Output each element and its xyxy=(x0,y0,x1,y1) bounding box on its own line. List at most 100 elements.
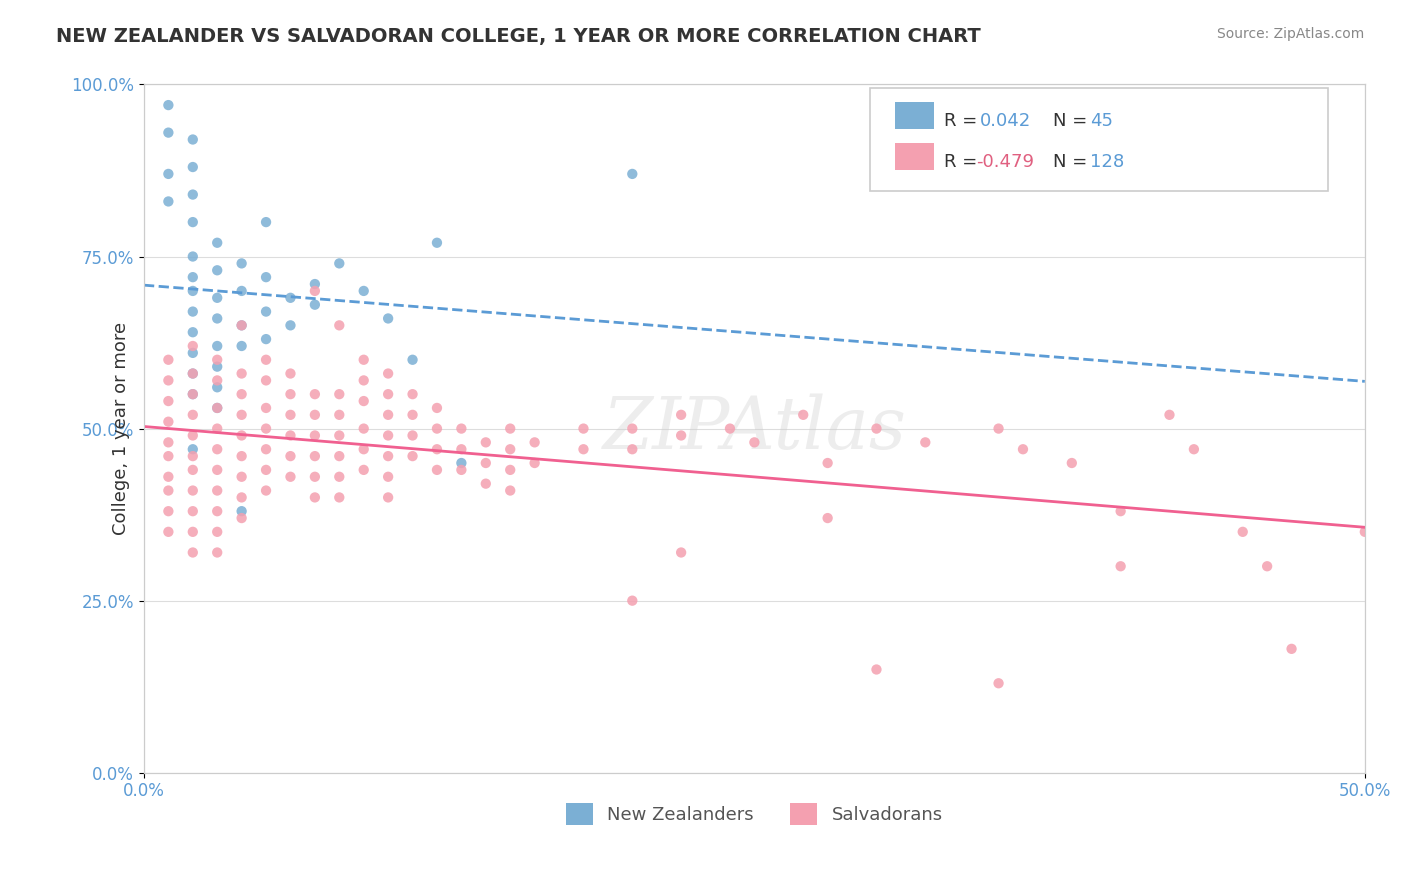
Point xyxy=(157,483,180,498)
Point xyxy=(157,394,180,409)
Point xyxy=(328,408,350,422)
Point xyxy=(1182,442,1205,457)
Point xyxy=(181,215,204,229)
Point xyxy=(377,449,399,463)
Point xyxy=(231,428,253,442)
Point xyxy=(499,483,522,498)
Text: 45: 45 xyxy=(1090,112,1114,130)
Point xyxy=(499,463,522,477)
Point xyxy=(304,277,326,291)
Point xyxy=(181,524,204,539)
Point xyxy=(205,545,228,559)
Point xyxy=(621,442,644,457)
Point xyxy=(572,421,595,435)
Point xyxy=(1232,524,1254,539)
Point xyxy=(181,304,204,318)
Point xyxy=(401,408,423,422)
Point xyxy=(987,421,1010,435)
Point xyxy=(205,463,228,477)
Point xyxy=(865,421,887,435)
Point xyxy=(401,352,423,367)
FancyBboxPatch shape xyxy=(894,102,934,129)
Point xyxy=(181,367,204,381)
Point xyxy=(181,187,204,202)
Point xyxy=(304,428,326,442)
Text: N =: N = xyxy=(1053,153,1094,171)
Point xyxy=(231,449,253,463)
Point xyxy=(231,511,253,525)
Point xyxy=(280,291,302,305)
Point xyxy=(523,456,546,470)
Point xyxy=(254,304,277,318)
Point xyxy=(205,352,228,367)
Point xyxy=(157,504,180,518)
Point xyxy=(1060,456,1083,470)
Point xyxy=(157,126,180,140)
Point xyxy=(157,524,180,539)
Point xyxy=(181,325,204,339)
Point xyxy=(669,408,692,422)
Point xyxy=(181,132,204,146)
Point xyxy=(328,256,350,270)
Point xyxy=(231,284,253,298)
Point xyxy=(280,469,302,483)
Point xyxy=(499,421,522,435)
Point xyxy=(328,469,350,483)
Point xyxy=(157,469,180,483)
Point xyxy=(181,160,204,174)
Point xyxy=(353,373,375,387)
Point xyxy=(254,442,277,457)
Point xyxy=(401,428,423,442)
Point xyxy=(621,421,644,435)
Point xyxy=(280,367,302,381)
Point xyxy=(353,463,375,477)
Point xyxy=(231,339,253,353)
Point xyxy=(231,408,253,422)
Point xyxy=(304,408,326,422)
Point xyxy=(254,483,277,498)
Point xyxy=(181,387,204,401)
Point xyxy=(792,408,814,422)
Point xyxy=(1354,524,1376,539)
Point xyxy=(426,401,449,415)
Point xyxy=(254,373,277,387)
Point xyxy=(205,401,228,415)
Point xyxy=(280,428,302,442)
Point xyxy=(205,442,228,457)
Text: R =: R = xyxy=(943,112,983,130)
Point xyxy=(426,235,449,250)
Point xyxy=(231,318,253,333)
Point xyxy=(669,428,692,442)
Point xyxy=(401,387,423,401)
Point xyxy=(475,476,498,491)
Text: N =: N = xyxy=(1053,112,1094,130)
Point xyxy=(426,442,449,457)
Point xyxy=(328,428,350,442)
Text: 0.042: 0.042 xyxy=(980,112,1032,130)
Point xyxy=(353,394,375,409)
Point xyxy=(205,380,228,394)
Point xyxy=(181,449,204,463)
Point xyxy=(1256,559,1278,574)
Point xyxy=(254,270,277,285)
Point xyxy=(231,491,253,505)
Point xyxy=(181,504,204,518)
Point xyxy=(450,463,472,477)
Point xyxy=(181,367,204,381)
Point xyxy=(817,456,839,470)
Point xyxy=(157,449,180,463)
Point xyxy=(157,373,180,387)
Point xyxy=(572,442,595,457)
Point xyxy=(181,483,204,498)
Point xyxy=(280,449,302,463)
Point xyxy=(280,408,302,422)
Point xyxy=(669,545,692,559)
Point xyxy=(205,524,228,539)
Text: 128: 128 xyxy=(1090,153,1125,171)
Point xyxy=(157,194,180,209)
Point xyxy=(744,435,766,450)
Point xyxy=(231,318,253,333)
Point xyxy=(254,215,277,229)
Point xyxy=(304,469,326,483)
Y-axis label: College, 1 year or more: College, 1 year or more xyxy=(112,322,131,535)
